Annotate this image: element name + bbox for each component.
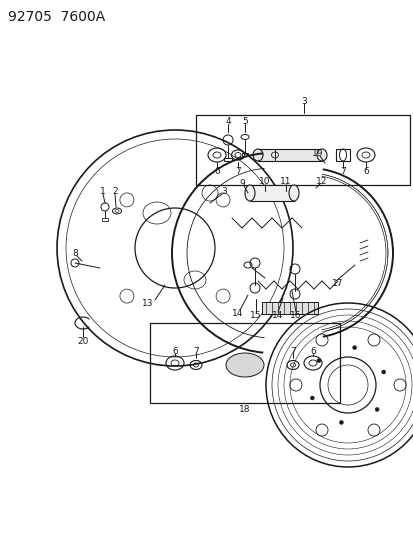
Circle shape	[339, 421, 342, 424]
Text: 11: 11	[280, 176, 291, 185]
Bar	[242, 153, 247, 156]
Text: 19: 19	[311, 149, 323, 157]
Text: 15: 15	[249, 311, 261, 319]
Bar	[335, 149, 349, 161]
Text: 10: 10	[259, 176, 270, 185]
Circle shape	[381, 370, 385, 374]
Text: 8: 8	[72, 248, 78, 257]
Text: 2: 2	[112, 187, 118, 196]
Text: 13: 13	[142, 298, 153, 308]
Text: 17: 17	[332, 279, 343, 287]
Bar	[150, 323, 339, 403]
Text: 6: 6	[309, 346, 315, 356]
Text: 5: 5	[242, 117, 247, 125]
Circle shape	[316, 359, 320, 362]
Bar	[261, 302, 317, 314]
Ellipse shape	[252, 149, 262, 161]
Text: 6: 6	[214, 166, 219, 175]
Text: 7: 7	[339, 166, 345, 175]
Text: 14: 14	[232, 309, 243, 318]
Circle shape	[309, 396, 313, 400]
Bar	[249, 185, 293, 201]
Text: 16: 16	[290, 311, 301, 319]
Text: 3: 3	[300, 96, 306, 106]
Bar	[223, 158, 231, 161]
Bar	[257, 149, 321, 161]
Text: 9: 9	[239, 179, 244, 188]
Text: 92705  7600A: 92705 7600A	[8, 10, 105, 24]
Text: 18: 18	[239, 406, 250, 415]
Text: 14: 14	[272, 311, 283, 319]
Text: 7: 7	[192, 346, 198, 356]
Text: 20: 20	[77, 336, 88, 345]
Text: 3: 3	[221, 187, 226, 196]
Bar	[195, 115, 409, 185]
Text: 7: 7	[290, 346, 295, 356]
Circle shape	[374, 407, 378, 411]
Bar	[102, 218, 108, 221]
Text: 6: 6	[362, 166, 368, 175]
Ellipse shape	[288, 185, 298, 201]
Ellipse shape	[244, 185, 254, 201]
Ellipse shape	[225, 353, 263, 377]
Text: 6: 6	[172, 346, 178, 356]
Text: 7: 7	[235, 166, 240, 175]
Text: 12: 12	[316, 176, 327, 185]
Text: 1: 1	[100, 187, 106, 196]
Circle shape	[352, 345, 356, 350]
Text: 4: 4	[225, 117, 230, 125]
Ellipse shape	[316, 149, 326, 161]
